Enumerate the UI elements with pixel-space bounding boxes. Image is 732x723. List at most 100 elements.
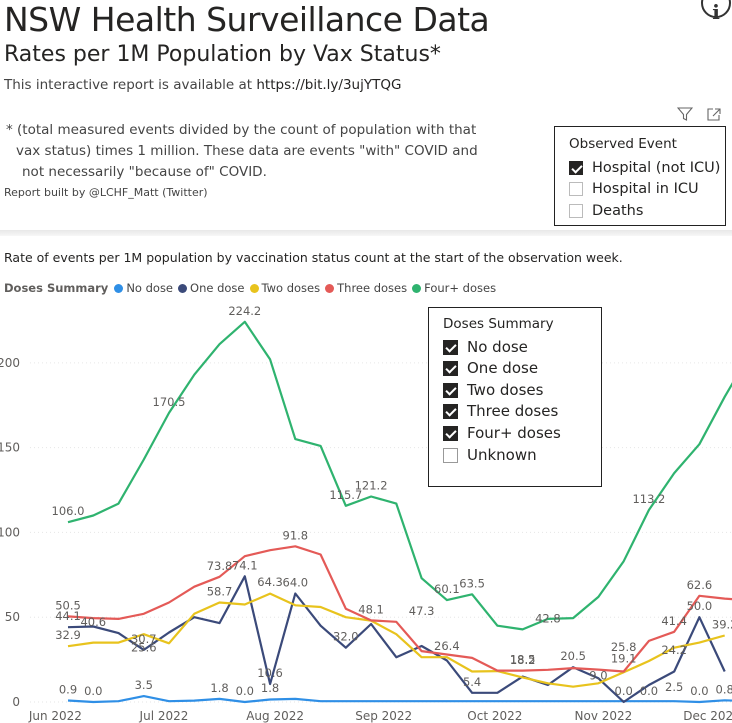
data-label: 44.1 [55, 609, 81, 623]
checkbox-four-plus-doses[interactable] [443, 425, 458, 441]
data-label: 1.8 [261, 681, 279, 695]
x-tick-label: Oct 2022 [467, 709, 522, 723]
data-label: 64.3 [257, 575, 283, 589]
legend-dot [325, 283, 335, 293]
option-label: Hospital (not ICU) [592, 160, 721, 176]
checkbox-one-dose[interactable] [443, 360, 458, 376]
data-label: 24.2 [661, 643, 687, 657]
filter-icon[interactable] [677, 107, 693, 121]
data-label: 50.5 [55, 598, 81, 612]
data-label: 74.1 [232, 558, 258, 572]
data-label: 73.8 [207, 559, 233, 573]
legend-label: One dose [190, 281, 245, 295]
event-option-hospital-in-icu[interactable]: Hospital in ICU [569, 179, 699, 199]
report-availability: This interactive report is available at … [4, 77, 401, 93]
data-label: 18.2 [510, 653, 536, 667]
data-label: 32.0 [333, 630, 359, 644]
checkbox-deaths[interactable] [569, 204, 583, 218]
report-link[interactable]: https://bit.ly/3ujYTQG [256, 77, 402, 93]
legend-item-four-plus-doses[interactable]: Four+ doses [412, 281, 496, 295]
data-label: 0.9 [59, 682, 77, 696]
legend-item-no-dose[interactable]: No dose [114, 281, 173, 295]
y-tick-label: 200 [0, 356, 20, 370]
y-tick-label: 50 [5, 610, 20, 624]
option-label: Three doses [467, 402, 559, 420]
series-line [67, 592, 725, 688]
option-label: Hospital in ICU [592, 181, 699, 197]
checkbox-hospital-in-icu[interactable] [569, 182, 583, 196]
data-label: 0.0 [236, 684, 254, 698]
focus-mode-icon[interactable] [707, 108, 721, 121]
legend-item-two-doses[interactable]: Two doses [249, 281, 321, 295]
data-label: 121.2 [355, 478, 388, 492]
dose-option-two-doses[interactable]: Two doses [443, 380, 543, 400]
legend-item-one-dose[interactable]: One dose [178, 281, 245, 295]
data-label: 1.8 [210, 681, 228, 695]
dose-option-one-dose[interactable]: One dose [443, 358, 538, 378]
data-label: 18.5 [510, 653, 536, 667]
data-label: 39.2 [712, 618, 732, 632]
data-label: 32.9 [55, 628, 81, 642]
dose-option-unknown[interactable]: Unknown [443, 445, 537, 465]
event-option-deaths[interactable]: Deaths [569, 201, 643, 221]
built-by-credit: Report built by @LCHF_Matt (Twitter) [4, 186, 208, 199]
data-label: 64.0 [283, 575, 309, 589]
checkbox-no-dose[interactable] [443, 339, 458, 355]
legend-label: Two doses [261, 281, 321, 295]
data-label: 48.1 [358, 602, 384, 616]
doses-summary-slicer: Doses Summary No dose One dose Two doses… [428, 307, 602, 487]
checkbox-unknown[interactable] [443, 447, 458, 463]
x-tick-label: Jun 2022 [28, 709, 82, 723]
data-label: 19.1 [611, 652, 637, 666]
observed-event-slicer: Observed Event Hospital (not ICU) Hospit… [554, 126, 726, 226]
dose-option-four-plus-doses[interactable]: Four+ doses [443, 423, 561, 443]
data-label: 115.7 [329, 488, 362, 502]
legend-label: Three doses [337, 281, 408, 295]
data-label: 41.4 [661, 614, 687, 628]
data-label: 3.5 [135, 678, 153, 692]
data-label: 0.0 [615, 684, 633, 698]
option-label: Unknown [467, 446, 537, 464]
info-icon[interactable]: i [701, 0, 731, 24]
data-label: 0.0 [640, 684, 658, 698]
series-line [67, 320, 732, 631]
series-line [67, 575, 726, 704]
data-label: 63.5 [459, 576, 485, 590]
observed-event-title: Observed Event [569, 136, 677, 152]
data-label: 10.6 [257, 666, 283, 680]
data-label: 47.3 [409, 604, 435, 618]
chart-legend: Doses Summary No dose One dose Two doses… [4, 281, 501, 295]
dose-option-no-dose[interactable]: No dose [443, 337, 528, 357]
option-label: Two doses [467, 381, 544, 399]
line-chart: 0 50 100 150 200 Jun 2022 Jul 2022 Aug 2022 Sep … [0, 304, 732, 723]
data-label: 50.0 [687, 599, 713, 613]
series-line [67, 695, 732, 704]
legend-item-three-doses[interactable]: Three doses [325, 281, 407, 295]
event-option-hospital-not-icu[interactable]: Hospital (not ICU) [569, 158, 720, 178]
x-tick-label: Sep 2022 [355, 709, 412, 723]
dose-option-three-doses[interactable]: Three doses [443, 401, 558, 421]
legend-dot [114, 283, 124, 293]
y-tick-label: 0 [12, 695, 20, 709]
data-label: 58.7 [207, 584, 233, 598]
data-label: 0.0 [84, 684, 102, 698]
data-label: 62.6 [687, 578, 713, 592]
x-tick-label: Dec 2022 [683, 709, 732, 723]
chart-title: Rate of events per 1M population by vacc… [4, 250, 623, 265]
data-label: 30.7 [131, 632, 157, 646]
checkbox-hospital-not-icu[interactable] [569, 161, 583, 175]
legend-dot [178, 283, 188, 293]
legend-dot [412, 283, 422, 293]
legend-label: Four+ doses [424, 281, 497, 295]
legend-dot [249, 283, 259, 293]
checkbox-two-doses[interactable] [443, 382, 458, 398]
legend-title: Doses Summary [4, 281, 109, 295]
data-label: 170.5 [153, 395, 186, 409]
legend-label: No dose [126, 281, 174, 295]
data-label: 9.0 [589, 669, 607, 683]
note-line-1: * (total measured events divided by the … [6, 122, 477, 138]
checkbox-three-doses[interactable] [443, 403, 458, 419]
data-label: 42.8 [535, 611, 561, 625]
option-label: No dose [467, 338, 528, 356]
x-tick-label: Aug 2022 [246, 709, 304, 723]
